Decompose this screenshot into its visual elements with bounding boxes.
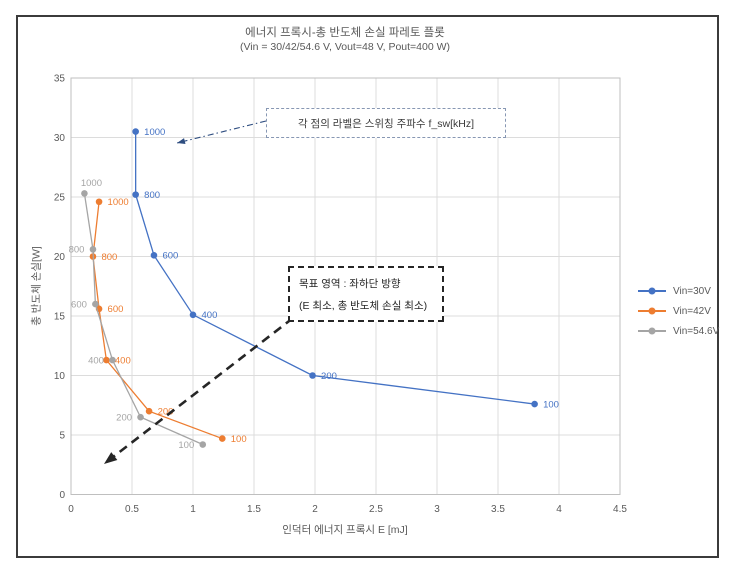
x-tick-label: 0 <box>68 504 74 515</box>
data-point <box>199 441 207 448</box>
legend-marker-dot <box>648 327 656 335</box>
callout-arrow-head <box>177 138 186 144</box>
data-point <box>81 190 88 197</box>
y-tick-label: 20 <box>54 252 66 263</box>
chart-subtitle: (Vin = 30/42/54.6 V, Vout=48 V, Pout=400… <box>239 41 451 53</box>
x-tick-label: 4 <box>556 504 562 515</box>
y-tick-label: 25 <box>54 193 66 204</box>
legend-item-vin-42v: Vin=42V <box>638 301 719 321</box>
y-tick-label: 10 <box>54 371 66 382</box>
annotation-target-line2: (E 최소, 총 반도체 손실 최소) <box>299 300 428 312</box>
point-frequency-label: 600 <box>71 299 87 310</box>
annotation-point-label-note: 각 점의 라벨은 스위칭 주파수 f_sw[kHz] <box>266 108 506 138</box>
legend-label: Vin=42V <box>673 305 711 317</box>
legend-marker-dot <box>648 307 656 315</box>
point-frequency-label: 200 <box>158 407 174 418</box>
data-point <box>218 435 226 442</box>
legend-item-vin-54.6v: Vin=54.6V <box>638 321 719 341</box>
legend-marker <box>638 307 666 315</box>
x-tick-label: 3 <box>434 504 440 515</box>
point-frequency-label: 100 <box>178 440 194 451</box>
x-tick-label: 0.5 <box>125 504 139 515</box>
point-frequency-label: 200 <box>321 371 337 382</box>
point-frequency-label: 1000 <box>144 127 165 138</box>
target-direction-arrow <box>103 316 294 466</box>
legend-label: Vin=30V <box>673 285 711 297</box>
point-frequency-label: 100 <box>231 434 247 445</box>
point-frequency-label: 400 <box>115 355 131 366</box>
legend-marker <box>638 327 666 335</box>
annotation-target-line1: 목표 영역 : 좌하단 방향 <box>299 278 401 290</box>
point-frequency-label: 1000 <box>81 178 102 189</box>
data-point <box>189 311 197 319</box>
data-point <box>132 191 139 198</box>
data-point <box>145 407 153 415</box>
target-direction-arrow-head <box>104 452 118 464</box>
x-tick-label: 1.5 <box>247 504 261 515</box>
data-point <box>137 413 144 421</box>
callout-arrow <box>176 120 267 144</box>
x-tick-label: 1 <box>190 504 196 515</box>
x-tick-label: 2.5 <box>369 504 383 515</box>
chart-title: 에너지 프록시-총 반도체 손실 파레토 플롯 <box>245 27 445 39</box>
legend: Vin=30V Vin=42V Vin=54.6V <box>638 281 719 341</box>
point-frequency-label: 600 <box>108 304 124 315</box>
series-line-vin-30v <box>135 131 535 405</box>
data-point <box>109 356 116 364</box>
data-point <box>132 128 139 135</box>
y-tick-label: 30 <box>54 133 66 144</box>
data-point <box>89 246 97 253</box>
data-point <box>150 252 158 259</box>
x-tick-label: 3.5 <box>491 504 505 515</box>
x-tick-label: 4.5 <box>613 504 627 515</box>
series-line-vin-54.6v <box>83 193 204 446</box>
plot-border <box>70 77 621 495</box>
y-tick-label: 15 <box>54 312 66 323</box>
point-frequency-label: 800 <box>144 190 160 201</box>
point-frequency-label: 100 <box>543 399 559 410</box>
data-point <box>309 372 316 379</box>
point-frequency-label: 400 <box>88 355 104 366</box>
point-frequency-label: 600 <box>162 251 178 262</box>
data-point <box>92 300 99 308</box>
data-point <box>95 198 103 206</box>
annotation-target-region: 목표 영역 : 좌하단 방향 (E 최소, 총 반도체 손실 최소) <box>288 266 444 322</box>
data-point <box>103 356 110 364</box>
y-axis-title: 총 반도체 손실[W] <box>30 246 43 326</box>
point-frequency-label: 800 <box>101 252 117 263</box>
data-point <box>531 400 538 408</box>
y-tick-label: 0 <box>59 490 65 501</box>
y-tick-label: 35 <box>54 74 66 85</box>
y-tick-label: 5 <box>59 431 65 442</box>
legend-item-vin-30v: Vin=30V <box>638 281 719 301</box>
legend-marker <box>638 287 666 295</box>
x-tick-label: 2 <box>312 504 318 515</box>
point-frequency-label: 200 <box>116 412 132 423</box>
point-frequency-label: 1000 <box>108 197 129 208</box>
point-frequency-label: 400 <box>202 310 218 321</box>
x-axis-title: 인덕터 에너지 프록시 E [mJ] <box>282 524 408 536</box>
point-frequency-label: 800 <box>69 245 85 256</box>
legend-marker-dot <box>648 287 656 295</box>
legend-label: Vin=54.6V <box>673 325 720 337</box>
